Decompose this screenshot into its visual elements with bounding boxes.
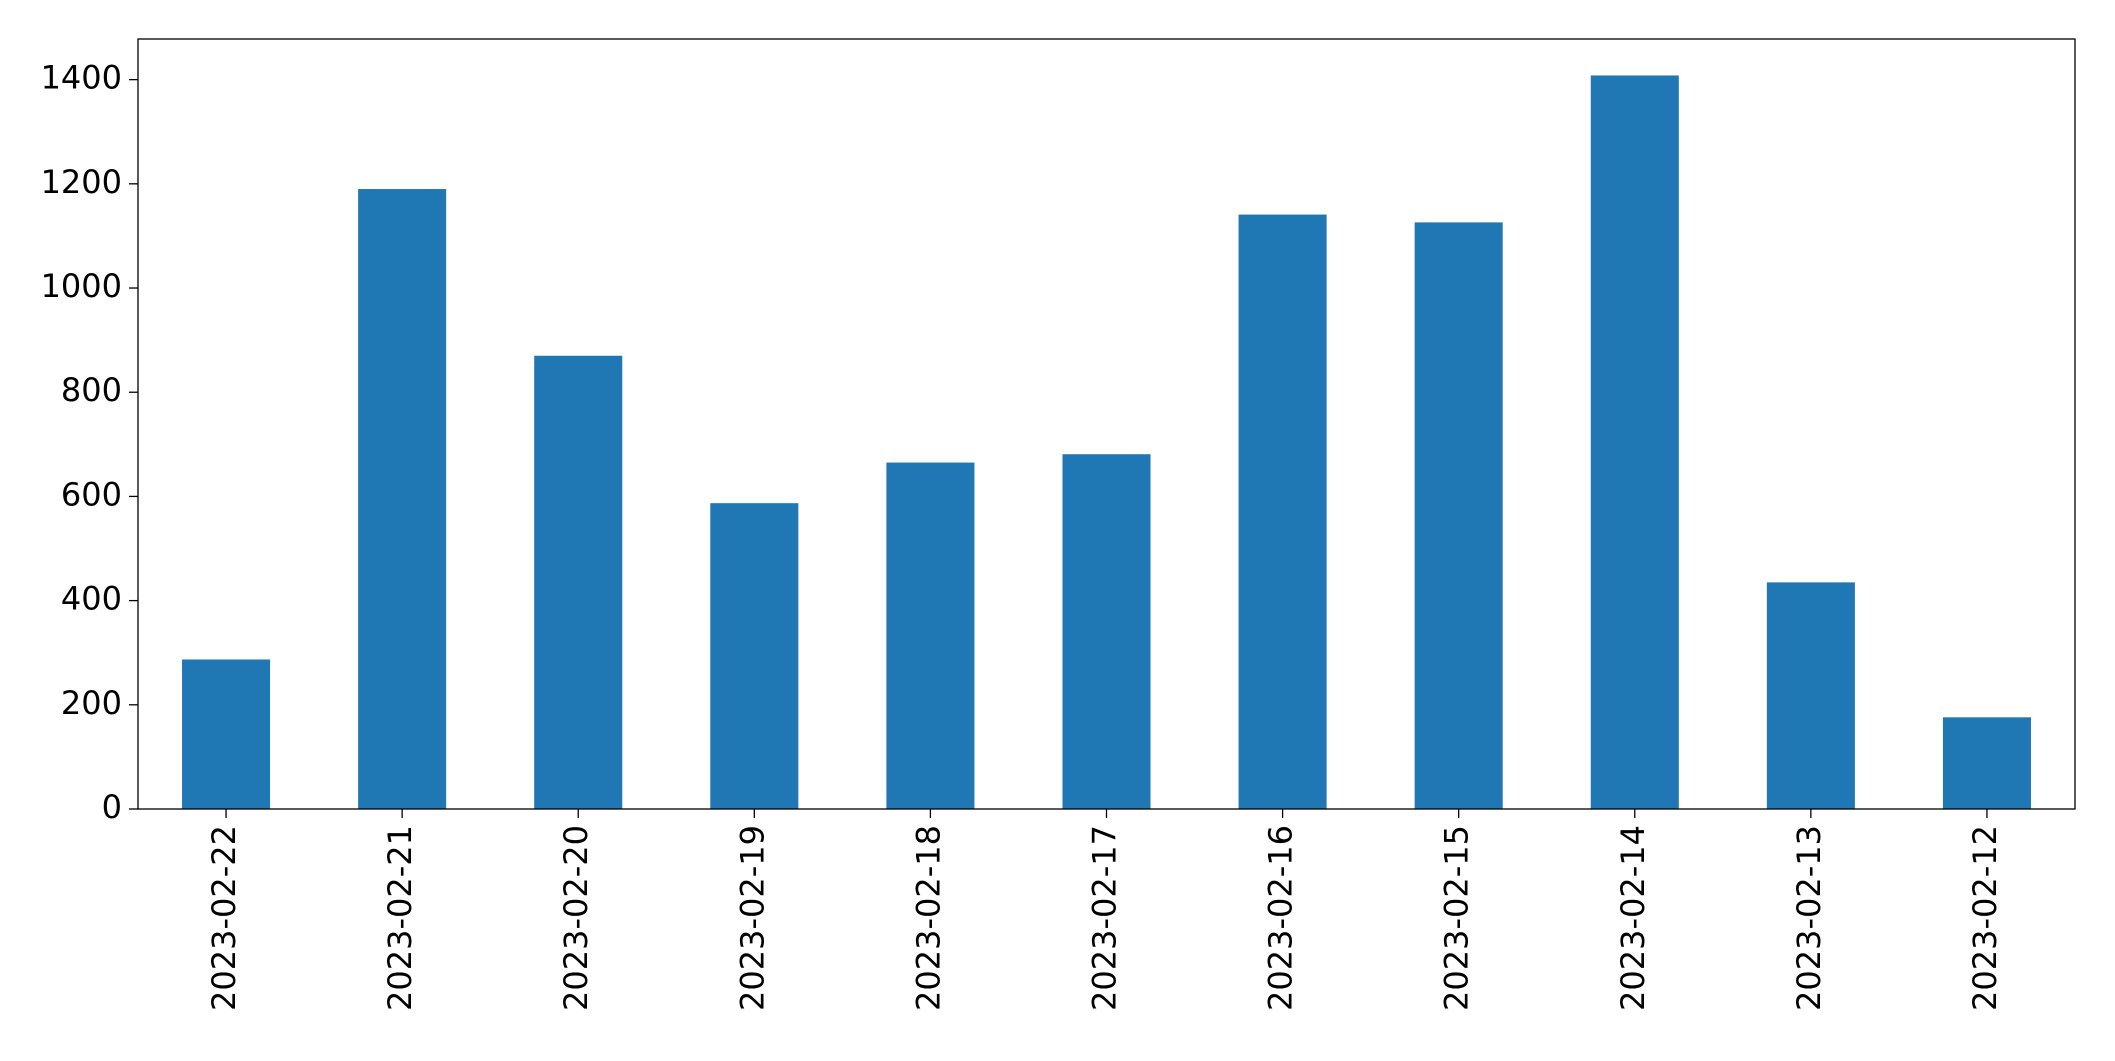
bar: [534, 355, 623, 809]
y-tick-label: 400: [61, 580, 122, 618]
y-tick-label: 600: [61, 475, 122, 513]
x-tick-label: 2023-02-19: [733, 825, 771, 1011]
y-tick-label: 200: [61, 684, 122, 722]
x-tick-label: 2023-02-15: [1438, 825, 1476, 1011]
y-tick-label: 800: [61, 371, 122, 409]
y-tick-label: 1400: [41, 59, 122, 97]
bar: [1062, 454, 1151, 809]
x-tick-label: 2023-02-14: [1614, 825, 1652, 1011]
bar: [710, 503, 799, 809]
y-tick-label: 1200: [41, 163, 122, 201]
bar: [358, 189, 447, 809]
x-tick-label: 2023-02-13: [1790, 825, 1828, 1011]
bar: [886, 462, 975, 809]
x-tick-label: 2023-02-20: [557, 825, 595, 1011]
bar: [1942, 717, 2031, 809]
plot-frame: [137, 38, 2076, 810]
bar: [1238, 214, 1327, 809]
bar: [1766, 582, 1855, 809]
bar: [1414, 222, 1503, 810]
bar: [1590, 75, 1679, 809]
x-tick-label: 2023-02-18: [909, 825, 947, 1011]
x-tick-label: 2023-02-17: [1086, 825, 1124, 1011]
y-tick-label: 1000: [41, 267, 122, 305]
y-tick-label: 0: [102, 788, 122, 826]
x-tick-label: 2023-02-22: [205, 825, 243, 1011]
bar: [182, 659, 271, 809]
x-tick-label: 2023-02-16: [1262, 825, 1300, 1011]
x-tick-label: 2023-02-12: [1966, 825, 2004, 1011]
x-tick-label: 2023-02-21: [381, 825, 419, 1011]
